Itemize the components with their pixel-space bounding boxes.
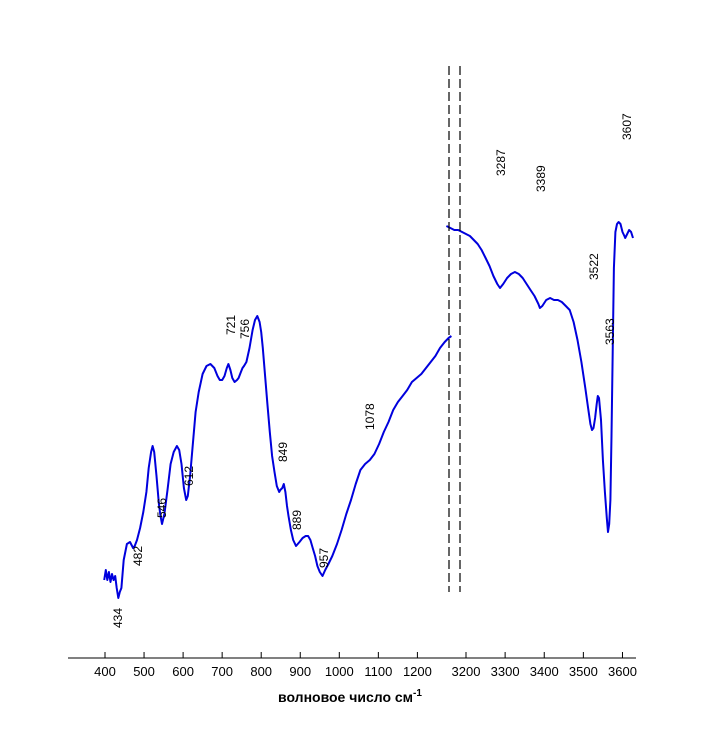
- x-tick-label: 1100: [364, 664, 392, 679]
- peak-label-3563: 3563: [603, 318, 617, 345]
- x-axis-label: волновое число см-1: [278, 688, 422, 705]
- x-axis-tick-labels: 400 500 600 700 800 900 1000 1100 1200 3200 3300 34…: [94, 664, 637, 679]
- x-tick-label: 400: [94, 664, 116, 679]
- x-tick-label: 600: [172, 664, 194, 679]
- peak-label-434: 434: [111, 608, 125, 628]
- peak-label-3607: 3607: [620, 113, 634, 140]
- peak-label-849: 849: [276, 442, 290, 462]
- peak-label-721: 721: [224, 315, 238, 335]
- x-tick-label: 1000: [325, 664, 354, 679]
- peak-label-612: 612: [182, 466, 196, 486]
- x-tick-label: 500: [133, 664, 155, 679]
- x-axis-ticks: [104, 652, 623, 658]
- x-tick-label: 3500: [569, 664, 598, 679]
- peak-label-1078: 1078: [363, 403, 377, 430]
- spectrum-line-segment-2: [445, 221, 634, 533]
- x-tick-label: 1200: [403, 664, 432, 679]
- plot-area: [103, 221, 634, 599]
- x-tick-label: 700: [211, 664, 233, 679]
- peak-label-3287: 3287: [494, 149, 508, 176]
- peak-label-482: 482: [131, 546, 145, 566]
- peak-label-756: 756: [238, 319, 252, 339]
- peak-label-957: 957: [317, 548, 331, 568]
- peak-label-3522: 3522: [587, 253, 601, 280]
- axis-break-markers: [448, 66, 461, 592]
- x-tick-label: 3300: [491, 664, 520, 679]
- x-tick-label: 3200: [452, 664, 481, 679]
- x-tick-label: 3400: [530, 664, 559, 679]
- x-tick-label: 3600: [608, 664, 637, 679]
- x-tick-label: 800: [250, 664, 272, 679]
- peak-label-889: 889: [290, 510, 304, 530]
- spectrum-line-segment-1: [103, 315, 452, 599]
- peak-label-3389: 3389: [534, 165, 548, 192]
- peak-labels: 434 482 546 612 721 756 849 889 957 1078 3287 3389 3…: [111, 113, 634, 628]
- x-tick-label: 900: [289, 664, 311, 679]
- peak-label-546: 546: [155, 498, 169, 518]
